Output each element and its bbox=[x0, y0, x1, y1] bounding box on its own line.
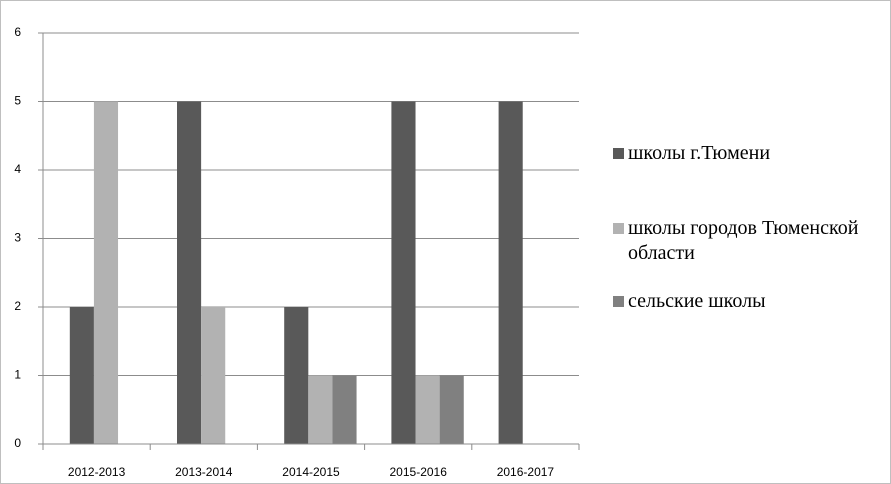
y-tick-label: 0 bbox=[14, 436, 21, 450]
bar bbox=[439, 375, 464, 444]
y-tick-label: 5 bbox=[14, 94, 21, 108]
y-tick-label: 3 bbox=[14, 231, 21, 245]
legend-item: школы г.Тюмени bbox=[613, 141, 888, 166]
bar bbox=[93, 101, 119, 444]
x-tick-label: 2016-2017 bbox=[497, 465, 555, 479]
bar bbox=[415, 375, 440, 444]
x-tick-label: 2012-2013 bbox=[68, 465, 126, 479]
legend-label: школы г.Тюмени bbox=[628, 142, 771, 164]
y-tick-label: 4 bbox=[14, 162, 21, 176]
bar bbox=[284, 307, 309, 444]
y-tick-label: 1 bbox=[14, 368, 21, 382]
legend-swatch bbox=[613, 223, 624, 234]
x-tick-label: 2015-2016 bbox=[390, 465, 448, 479]
legend-swatch bbox=[613, 296, 624, 307]
bar bbox=[177, 101, 202, 444]
bar bbox=[201, 307, 226, 444]
legend-swatch bbox=[613, 148, 624, 159]
bar bbox=[332, 375, 357, 444]
y-tick-label: 2 bbox=[14, 299, 21, 313]
x-tick-label: 2013-2014 bbox=[175, 465, 233, 479]
bar bbox=[308, 375, 333, 444]
y-tick-label: 6 bbox=[14, 25, 21, 39]
x-tick-label: 2014-2015 bbox=[282, 465, 340, 479]
bar bbox=[69, 307, 94, 444]
legend-item: сельские школы bbox=[613, 289, 888, 314]
legend-label: сельские школы bbox=[628, 290, 766, 312]
bar bbox=[498, 101, 523, 444]
bar bbox=[391, 101, 416, 444]
legend-label: школы городов Тюменской области bbox=[628, 217, 859, 264]
legend-item: школы городов Тюменской области bbox=[613, 216, 888, 266]
